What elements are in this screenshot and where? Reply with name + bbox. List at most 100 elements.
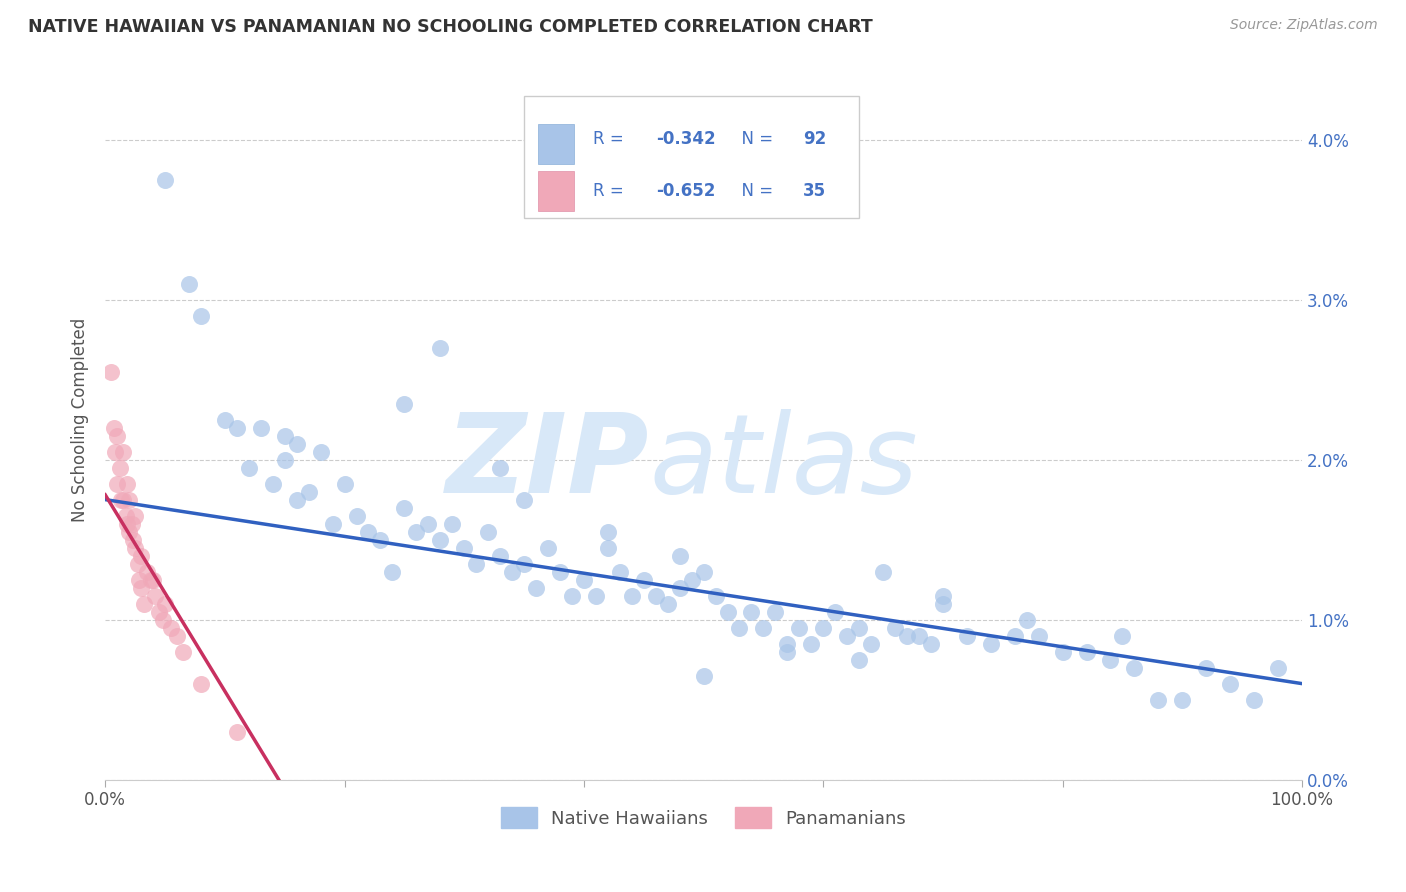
Text: R =: R = bbox=[593, 130, 630, 148]
Point bbox=[103, 420, 125, 434]
Point bbox=[139, 573, 162, 587]
Point bbox=[225, 724, 247, 739]
Point bbox=[620, 589, 643, 603]
Point bbox=[298, 484, 321, 499]
Point bbox=[633, 573, 655, 587]
Point bbox=[429, 341, 451, 355]
Point bbox=[776, 637, 799, 651]
Point bbox=[121, 516, 143, 531]
Point bbox=[129, 549, 152, 563]
Text: N =: N = bbox=[731, 182, 779, 200]
Point bbox=[692, 668, 714, 682]
Point bbox=[357, 524, 380, 539]
Point bbox=[848, 621, 870, 635]
Point bbox=[644, 589, 666, 603]
Point bbox=[225, 420, 247, 434]
Point bbox=[249, 420, 271, 434]
Point bbox=[190, 676, 212, 690]
Point bbox=[1243, 692, 1265, 706]
Point bbox=[238, 460, 260, 475]
Point bbox=[453, 541, 475, 555]
Point bbox=[1171, 692, 1194, 706]
Point bbox=[285, 436, 308, 450]
Point bbox=[524, 581, 547, 595]
Point bbox=[477, 524, 499, 539]
Point bbox=[920, 637, 942, 651]
Point bbox=[121, 533, 143, 547]
Point bbox=[429, 533, 451, 547]
Point bbox=[1267, 660, 1289, 674]
Point bbox=[609, 565, 631, 579]
Point bbox=[1147, 692, 1170, 706]
Point bbox=[166, 629, 188, 643]
Point bbox=[1219, 676, 1241, 690]
Point bbox=[789, 621, 811, 635]
Point bbox=[728, 621, 751, 635]
Point bbox=[142, 573, 165, 587]
Point bbox=[145, 589, 167, 603]
Point bbox=[177, 277, 200, 291]
Point bbox=[112, 444, 135, 458]
Legend: Native Hawaiians, Panamanians: Native Hawaiians, Panamanians bbox=[494, 800, 914, 836]
Point bbox=[112, 492, 135, 507]
Point bbox=[381, 565, 404, 579]
Point bbox=[129, 581, 152, 595]
Point bbox=[1111, 629, 1133, 643]
Point bbox=[190, 309, 212, 323]
Point bbox=[136, 565, 159, 579]
Point bbox=[394, 396, 416, 410]
Point bbox=[704, 589, 727, 603]
Point bbox=[127, 557, 149, 571]
Point bbox=[752, 621, 775, 635]
Point bbox=[346, 508, 368, 523]
Point bbox=[105, 428, 128, 442]
Point bbox=[118, 524, 141, 539]
Point bbox=[596, 524, 619, 539]
Point bbox=[104, 444, 127, 458]
Point bbox=[548, 565, 571, 579]
Point bbox=[172, 645, 194, 659]
Point bbox=[896, 629, 918, 643]
Text: 92: 92 bbox=[803, 130, 827, 148]
Point bbox=[572, 573, 595, 587]
Text: 35: 35 bbox=[803, 182, 827, 200]
Point bbox=[740, 605, 762, 619]
Point bbox=[105, 476, 128, 491]
Point bbox=[418, 516, 440, 531]
Point bbox=[776, 645, 799, 659]
Point bbox=[214, 412, 236, 426]
Point bbox=[501, 565, 523, 579]
Point bbox=[956, 629, 979, 643]
Point bbox=[115, 476, 138, 491]
Point bbox=[274, 452, 297, 467]
Point bbox=[118, 492, 141, 507]
Point bbox=[1052, 645, 1074, 659]
Text: N =: N = bbox=[731, 130, 779, 148]
Point bbox=[405, 524, 427, 539]
FancyBboxPatch shape bbox=[538, 124, 574, 164]
Point bbox=[309, 444, 332, 458]
Point bbox=[322, 516, 344, 531]
Point bbox=[1015, 613, 1038, 627]
Point bbox=[763, 605, 786, 619]
Text: NATIVE HAWAIIAN VS PANAMANIAN NO SCHOOLING COMPLETED CORRELATION CHART: NATIVE HAWAIIAN VS PANAMANIAN NO SCHOOLI… bbox=[28, 18, 873, 36]
Text: -0.652: -0.652 bbox=[655, 182, 716, 200]
Point bbox=[561, 589, 583, 603]
Point bbox=[668, 581, 690, 595]
Point bbox=[1076, 645, 1098, 659]
Text: atlas: atlas bbox=[650, 409, 918, 516]
Point bbox=[489, 549, 512, 563]
Point bbox=[657, 597, 679, 611]
Point bbox=[153, 597, 176, 611]
Point bbox=[394, 500, 416, 515]
Point bbox=[1195, 660, 1218, 674]
Point bbox=[262, 476, 284, 491]
Point bbox=[848, 652, 870, 666]
Point bbox=[800, 637, 823, 651]
Text: Source: ZipAtlas.com: Source: ZipAtlas.com bbox=[1230, 18, 1378, 32]
Point bbox=[465, 557, 488, 571]
FancyBboxPatch shape bbox=[538, 171, 574, 211]
Point bbox=[932, 597, 955, 611]
FancyBboxPatch shape bbox=[524, 95, 859, 218]
Point bbox=[333, 476, 356, 491]
